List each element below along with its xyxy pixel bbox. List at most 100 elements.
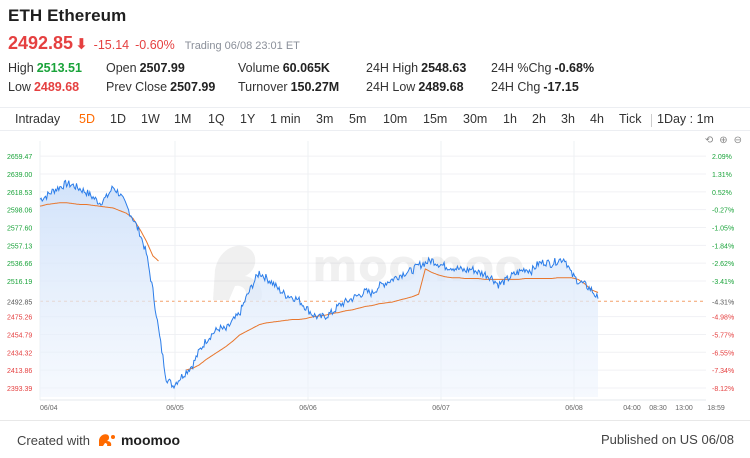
y-tick-label-right: -7.34% [712,368,734,375]
y-tick-label-right: -8.12% [712,386,734,393]
tab-2h[interactable]: 2h [532,112,546,126]
tab-1d[interactable]: 1D [110,112,126,126]
stat-high-value: 2513.51 [36,61,82,75]
moomoo-logo[interactable]: moomoo [98,432,180,448]
price-change: -15.14 [93,38,130,52]
stat-high: High 2513.51 [8,61,82,75]
y-tick-label-left: 2393.39 [7,386,32,393]
y-tick-label-left: 2413.86 [7,368,32,375]
stat-24h-low: 24H Low 2489.68 [366,80,464,94]
tab-1day-1m[interactable]: 1Day : 1m [657,112,714,126]
y-tick-label-right: 2.09% [712,154,732,161]
zoom-in-icon[interactable]: ⊕ [719,135,728,146]
y-tick-label-left: 2557.13 [7,243,32,250]
tab-3m[interactable]: 3m [316,112,334,126]
stat-prev-close-value: 2507.99 [170,80,216,94]
trading-status: Trading 06/08 23:01 ET [184,40,300,52]
stat-low-value: 2489.68 [33,80,80,94]
y-tick-label-right: 0.52% [712,190,732,197]
created-with: Created with moomoo [17,432,181,448]
axis-labels: 2659.47 2.09% 2639.00 1.31% 2618.53 0.52% 2598… [7,154,734,412]
down-arrow-icon: ⬇ [75,36,88,53]
y-tick-label-left: 2492.85 [7,299,32,306]
tab-1min[interactable]: 1 min [270,112,301,126]
page-title: ETH Ethereum [8,6,127,25]
stat-24h-chg-value: -17.15 [543,80,579,94]
y-tick-label-right: -1.05% [712,225,734,232]
y-tick-label-right: -2.62% [712,261,734,268]
tab-30m[interactable]: 30m [463,112,488,126]
y-tick-label-right: 1.31% [712,172,732,179]
price-lines [39,179,599,390]
price-chart[interactable]: moomoo 2659.472.09%2639.001.31%2618.530.… [0,133,750,416]
y-tick-label-left: 2598.06 [7,208,32,215]
stat-24h-chg: 24H Chg -17.15 [491,80,579,94]
stat-open-value: 2507.99 [139,61,185,75]
chart-area[interactable]: ⟲ ⊕ ⊖ moomoo 2659.472.09%2639.001.31%261… [0,133,750,416]
price-area-fill [40,180,598,397]
y-tick-label-right: -0.27% [712,208,734,215]
x-tick-label: 06/04 [40,405,58,412]
quote-header: ETH Ethereum 2492.85 ⬇ -15.14 -0.60% Tra… [8,6,742,53]
tab-intraday[interactable]: Intraday [15,112,61,126]
stat-turnover-value: 150.27M [290,80,340,94]
watermark-logo-mark [213,245,263,300]
tab-divider [651,114,652,127]
x-tick-label: 06/07 [432,405,450,412]
published-date: Published on US 06/08 [601,432,734,447]
zoom-out-icon[interactable]: ⊖ [733,135,742,146]
x-tick-label: 06/05 [166,405,184,412]
y-tick-label-left: 2516.19 [7,279,32,286]
y-tick-label-left: 2454.79 [7,332,32,339]
y-tick-label-right: -4.31% [712,299,734,306]
y-tick-label-right: -3.41% [712,279,734,286]
tab-1y[interactable]: 1Y [240,112,256,126]
stat-open: Open 2507.99 [106,61,185,75]
tab-10m[interactable]: 10m [383,112,408,126]
stat-24h-high: 24H High 2548.63 [366,61,467,75]
chart-tools: ⟲ ⊕ ⊖ [705,135,742,146]
y-tick-label-left: 2475.26 [7,315,32,322]
tab-1h[interactable]: 1h [503,112,517,126]
last-price: 2492.85 [8,33,74,53]
y-tick-label-right: -1.84% [712,243,734,250]
stat-24h-pctchg-value: -0.68% [554,61,595,75]
stat-prev-close: Prev Close 2507.99 [106,80,216,94]
tab-3h[interactable]: 3h [561,112,575,126]
stat-24h-high-value: 2548.63 [421,61,467,75]
tab-1w[interactable]: 1W [141,112,160,126]
y-tick-label-left: 2577.60 [7,225,32,232]
moomoo-logo-icon [98,434,115,446]
tab-tick[interactable]: Tick [619,112,642,126]
stat-low: Low 2489.68 [8,80,80,94]
y-tick-label-left: 2618.53 [7,190,32,197]
stat-turnover: Turnover 150.27M [238,80,340,94]
x-tick-label: 06/06 [299,405,317,412]
stat-24h-pctchg: 24H %Chg -0.68% [491,61,595,75]
tab-1q[interactable]: 1Q [208,112,225,126]
timeframe-tabs: Intraday 5D 1D 1W 1M 1Q 1Y 1 min 3m 5m 1… [0,107,750,131]
x-tick-label: 18:59 [707,405,725,412]
y-tick-label-right: -4.98% [712,315,734,322]
tab-15m[interactable]: 15m [423,112,448,126]
tab-5m[interactable]: 5m [349,112,367,126]
x-tick-label: 04:00 [623,405,641,412]
y-tick-label-right: -5.77% [712,332,734,339]
y-tick-label-left: 2639.00 [7,172,32,179]
y-tick-label-left: 2434.32 [7,350,32,357]
stat-volume-value: 60.065K [282,61,330,75]
x-tick-label: 06/08 [565,405,583,412]
tab-1m[interactable]: 1M [174,112,192,126]
y-tick-label-right: -6.55% [712,350,734,357]
y-tick-label-left: 2659.47 [7,154,32,161]
stat-24h-low-value: 2489.68 [418,80,464,94]
reset-icon[interactable]: ⟲ [704,135,714,146]
x-tick-label: 13:00 [675,405,693,412]
price-area [40,180,598,397]
price-change-pct: -0.60% [135,38,175,52]
price-row: 2492.85 ⬇ -15.14 -0.60% Trading 06/08 23… [8,33,300,54]
price-line [39,179,599,390]
tab-5d[interactable]: 5D [79,112,95,126]
footer: Created with moomoo Published on US 06/0… [0,420,750,458]
tab-4h[interactable]: 4h [590,112,604,126]
